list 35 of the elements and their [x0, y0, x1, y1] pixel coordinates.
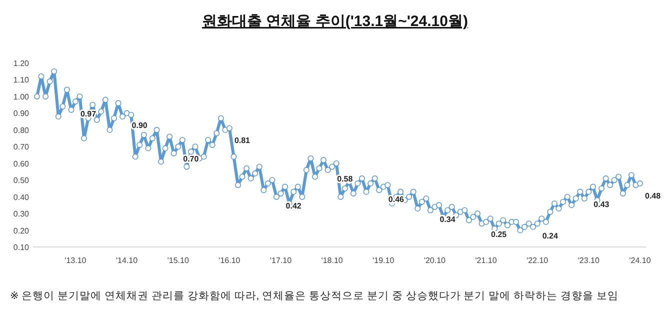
- x-tick-label: '21.10: [475, 256, 498, 265]
- data-label: 0.43: [594, 200, 610, 209]
- y-tick-label: 0.50: [13, 176, 30, 186]
- data-label: 0.97: [80, 109, 97, 118]
- x-tick-label: '14.10: [116, 256, 138, 265]
- x-tick-label: '16.10: [218, 256, 241, 265]
- x-tick-label: '23.10: [578, 256, 600, 265]
- x-tick-label: '24.10: [629, 256, 652, 265]
- y-tick-label: 0.30: [13, 210, 30, 219]
- data-label: 0.24: [542, 232, 558, 241]
- x-tick-label: '15.10: [167, 256, 190, 265]
- data-label: 0.46: [388, 194, 405, 204]
- data-label: 0.34: [440, 214, 456, 224]
- y-tick-label: 1.00: [13, 92, 30, 102]
- y-tick-label: 1.20: [13, 59, 30, 68]
- x-tick-label: '22.10: [526, 256, 549, 265]
- y-tick-label: 0.10: [13, 243, 30, 252]
- y-tick-label: 0.20: [13, 226, 30, 236]
- x-tick-label: '17.10: [270, 256, 292, 265]
- y-tick-label: 0.80: [13, 126, 30, 135]
- y-tick-label: 0.90: [13, 109, 30, 118]
- data-label: 0.25: [491, 230, 508, 239]
- x-tick-label: '13.10: [64, 256, 87, 265]
- y-tick-label: 0.60: [13, 159, 30, 168]
- data-label: 0.81: [234, 136, 251, 146]
- x-tick-label: '19.10: [372, 256, 395, 265]
- y-tick-label: 1.10: [13, 76, 30, 85]
- x-tick-label: '18.10: [321, 256, 344, 265]
- y-tick-label: 0.40: [13, 192, 30, 202]
- data-label: 0.42: [286, 201, 302, 210]
- chart-title: 원화대출 연체율 추이('13.1월~'24.10월): [202, 13, 468, 30]
- x-tick-label: '20.10: [424, 256, 446, 265]
- text: ※ 은행이 분기말에 연체채권 관리를 강화함에 따라, 연체율은 통상적으로 분기 중 상승했다가 분기 말에 하락하는 경향을 보임: [10, 290, 618, 302]
- y-tick-label: 0.70: [13, 142, 30, 152]
- data-label: 0.48: [645, 191, 662, 200]
